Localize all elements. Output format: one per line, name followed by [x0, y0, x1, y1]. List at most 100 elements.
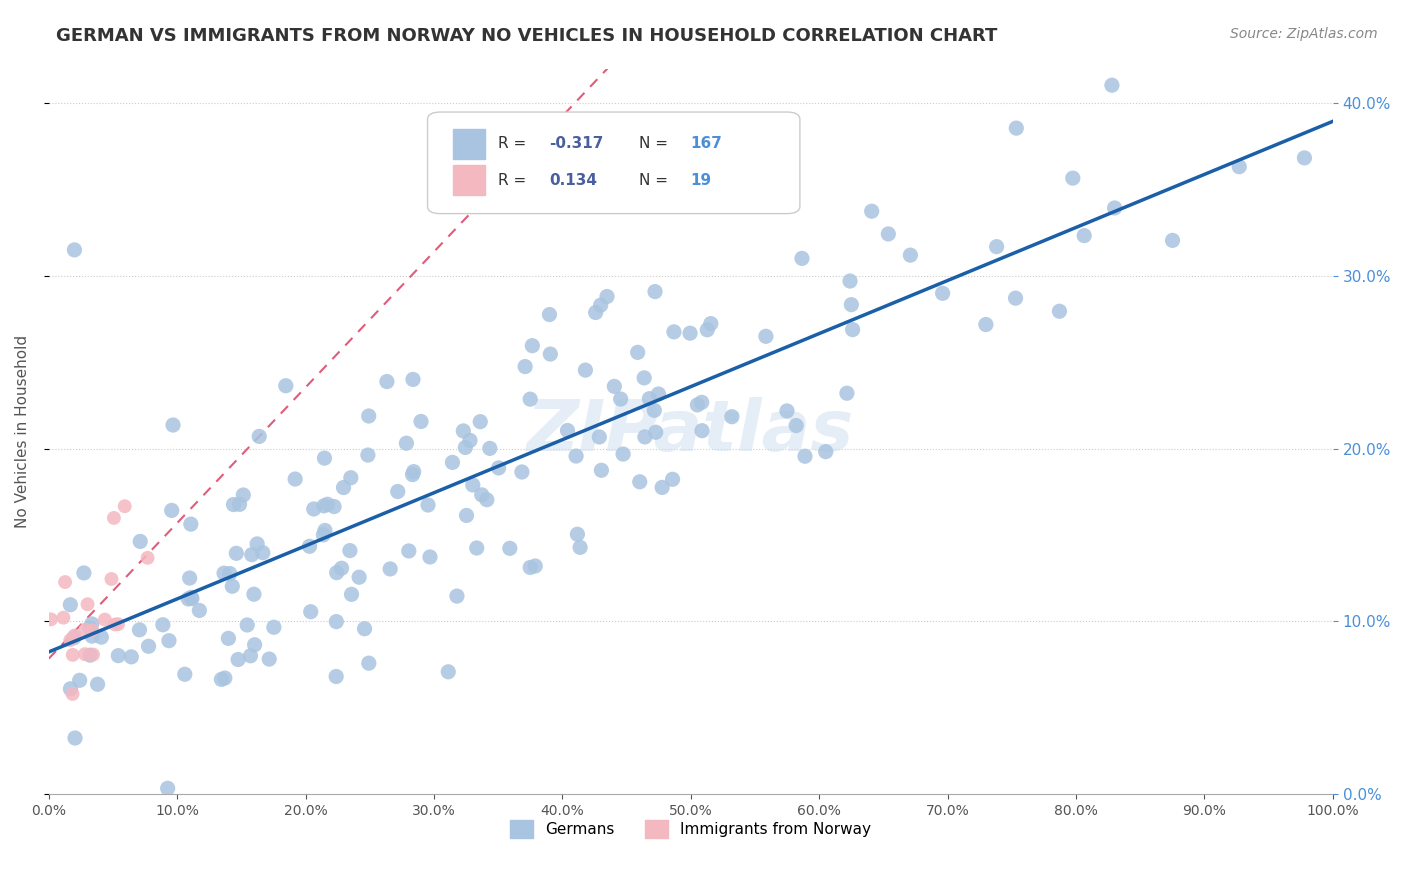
Text: -0.317: -0.317	[550, 136, 605, 152]
Germans	[567, 527, 589, 541]
Germans	[1104, 201, 1126, 215]
Germans	[644, 285, 666, 299]
Immigrants from Norway	[107, 617, 129, 632]
Immigrants from Norway	[62, 687, 84, 701]
Germans	[218, 566, 240, 581]
Germans	[596, 289, 619, 303]
Germans	[785, 418, 807, 433]
Germans	[1161, 233, 1184, 247]
Germans	[835, 386, 858, 401]
Germans	[330, 561, 353, 575]
Germans	[128, 623, 150, 637]
Germans	[138, 640, 160, 654]
Germans	[470, 415, 492, 429]
Germans	[325, 615, 347, 629]
Germans	[239, 648, 262, 663]
Germans	[129, 534, 152, 549]
Germans	[446, 589, 468, 603]
Germans	[478, 442, 501, 456]
Germans	[247, 429, 270, 443]
Germans	[589, 298, 612, 312]
Germans	[588, 430, 610, 444]
Bar	[453, 128, 485, 159]
Text: 0.134: 0.134	[550, 173, 598, 187]
Germans	[179, 571, 201, 585]
Germans	[877, 227, 900, 241]
Germans	[574, 363, 596, 377]
Germans	[755, 329, 778, 343]
Germans	[63, 631, 86, 645]
Germans	[499, 541, 522, 556]
Germans	[841, 323, 863, 337]
Germans	[538, 347, 561, 361]
Germans	[332, 481, 354, 495]
Germans	[721, 409, 744, 424]
Germans	[679, 326, 702, 341]
Germans	[312, 528, 335, 542]
Germans	[73, 566, 96, 580]
Germans	[1049, 304, 1071, 318]
Germans	[263, 620, 285, 634]
Germans	[243, 587, 266, 601]
Germans	[1101, 78, 1123, 93]
Text: R =: R =	[498, 173, 531, 187]
Germans	[325, 669, 347, 683]
Germans	[644, 425, 666, 440]
Germans	[633, 371, 655, 385]
Legend: Germans, Immigrants from Norway: Germans, Immigrants from Norway	[503, 814, 877, 845]
Germans	[461, 478, 484, 492]
Germans	[79, 648, 101, 663]
Germans	[519, 392, 541, 406]
Germans	[312, 499, 335, 513]
Germans	[569, 541, 592, 555]
Germans	[316, 497, 339, 511]
Germans	[591, 463, 613, 477]
Germans	[357, 656, 380, 670]
Germans	[160, 503, 183, 517]
Germans	[475, 492, 498, 507]
Germans	[347, 570, 370, 584]
Germans	[1005, 121, 1028, 136]
Germans	[860, 204, 883, 219]
Germans	[465, 541, 488, 555]
Germans	[180, 591, 202, 606]
Germans	[416, 498, 439, 512]
Germans	[302, 502, 325, 516]
Germans	[299, 605, 322, 619]
Germans	[226, 652, 249, 666]
Germans	[225, 546, 247, 560]
Germans	[441, 455, 464, 469]
Germans	[222, 498, 245, 512]
Germans	[387, 484, 409, 499]
Germans	[612, 447, 634, 461]
Germans	[325, 566, 347, 580]
Germans	[80, 616, 103, 631]
Germans	[63, 243, 86, 257]
Germans	[690, 424, 713, 438]
Immigrants from Norway	[39, 612, 62, 626]
Immigrants from Norway	[73, 647, 96, 661]
Germans	[240, 548, 263, 562]
Germans	[986, 240, 1008, 254]
Germans	[59, 598, 82, 612]
Immigrants from Norway	[59, 633, 82, 648]
Germans	[217, 632, 239, 646]
Germans	[456, 508, 478, 523]
Germans	[1062, 171, 1084, 186]
Germans	[274, 378, 297, 392]
Germans	[513, 359, 536, 374]
Germans	[638, 392, 661, 406]
Germans	[488, 461, 510, 475]
Germans	[609, 392, 631, 406]
Germans	[236, 618, 259, 632]
Text: N =: N =	[640, 136, 673, 152]
Immigrants from Norway	[136, 550, 159, 565]
Germans	[402, 465, 425, 479]
Text: GERMAN VS IMMIGRANTS FROM NORWAY NO VEHICLES IN HOUSEHOLD CORRELATION CHART: GERMAN VS IMMIGRANTS FROM NORWAY NO VEHI…	[56, 27, 998, 45]
Germans	[80, 629, 103, 643]
Germans	[974, 318, 997, 332]
Germans	[841, 298, 863, 312]
Germans	[340, 587, 363, 601]
Germans	[898, 248, 921, 262]
Text: N =: N =	[640, 173, 673, 187]
